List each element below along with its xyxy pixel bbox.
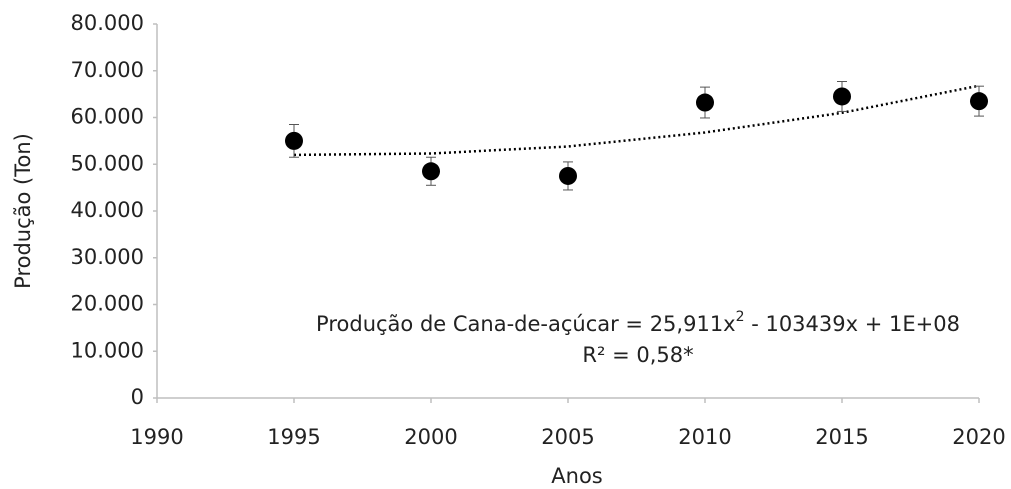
point <box>285 131 303 150</box>
y-tick-label: 80.000 <box>71 11 144 35</box>
y-tick-label: 10.000 <box>71 338 144 362</box>
x-tick-label: 1990 <box>130 425 183 449</box>
y-axis-label: Produção (Ton) <box>11 133 35 289</box>
x-tick-label: 2010 <box>678 425 731 449</box>
y-tick-label: 40.000 <box>71 198 144 222</box>
x-tick-label: 2005 <box>541 425 594 449</box>
y-tick-label: 30.000 <box>71 245 144 269</box>
point <box>696 93 714 112</box>
equation-part: Produção de Cana-de-açúcar = 25,911x <box>316 312 736 336</box>
y-tick-label: 20.000 <box>71 292 144 316</box>
y-tick-label: 50.000 <box>71 151 144 175</box>
x-axis-label: Anos <box>551 464 602 488</box>
equation-superscript: 2 <box>736 309 745 325</box>
trendline <box>293 84 980 157</box>
x-tick-label: 1995 <box>267 425 320 449</box>
x-tick-label: 2020 <box>952 425 1005 449</box>
point <box>970 92 988 111</box>
x-tick-label: 2000 <box>404 425 457 449</box>
y-tick-label: 60.000 <box>71 105 144 129</box>
r-squared: R² = 0,58* <box>582 343 693 367</box>
point <box>559 166 577 185</box>
point <box>422 162 440 181</box>
y-tick-label: 0 <box>131 385 144 409</box>
y-tick-label: 70.000 <box>71 58 144 82</box>
equation-part: - 103439x + 1E+08 <box>745 312 960 336</box>
equation: Produção de Cana-de-açúcar = 25,911x2 - … <box>316 309 960 336</box>
point <box>833 87 851 106</box>
x-tick-label: 2015 <box>815 425 868 449</box>
